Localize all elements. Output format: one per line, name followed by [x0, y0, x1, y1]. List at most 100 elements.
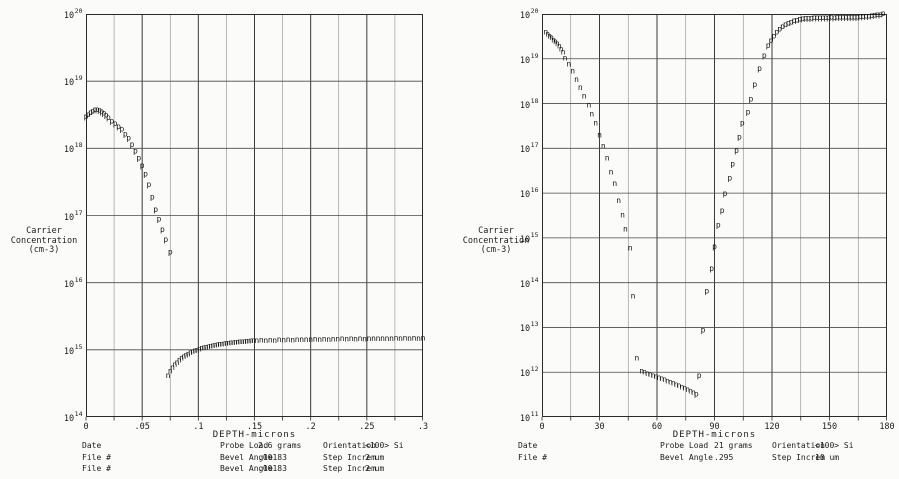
y-tick-label: 1018 [63, 141, 83, 156]
data-point: n [671, 379, 676, 388]
data-point: p [90, 106, 95, 115]
data-point: n [578, 83, 583, 92]
data-point: p [818, 13, 823, 22]
x-tick-label: 120 [764, 422, 780, 432]
data-point: n [326, 335, 331, 344]
y-tick-label: 1019 [63, 74, 83, 88]
data-point: n [376, 334, 381, 343]
y-axis-title-line: Concentration [462, 235, 530, 246]
footer-row-label: File # [82, 464, 111, 473]
footer-param-value: .00183 [258, 464, 287, 473]
x-axis-ticks [85, 417, 423, 421]
data-point: p [740, 119, 745, 128]
data-point: n [677, 381, 682, 390]
data-point: p [861, 12, 866, 21]
data-point: n [609, 168, 614, 177]
data-point: p [832, 13, 837, 22]
data-point: n [349, 334, 354, 343]
data-point: n [587, 101, 592, 110]
data-point: p [140, 161, 145, 170]
data-point: p [737, 133, 742, 142]
x-axis-title: DEPTH-microns [672, 430, 757, 440]
data-point: n [674, 380, 679, 389]
data-point: n [367, 334, 372, 343]
footer-param-label: Orientation [323, 441, 376, 450]
data-point: n [295, 335, 300, 344]
data-point: n [605, 154, 610, 163]
data-point: p [109, 116, 114, 125]
data-point: n [398, 334, 403, 343]
data-point: n [177, 356, 182, 365]
data-point: n [281, 336, 286, 345]
data-point: n [168, 366, 173, 375]
data-point: n [555, 39, 560, 48]
data-point: p [752, 80, 757, 89]
data-point: n [403, 334, 408, 343]
data-point: n [226, 338, 231, 347]
footer-row-label: Date [518, 441, 538, 450]
data-point: p [720, 206, 725, 215]
data-point: p [734, 146, 739, 155]
data-point: p [86, 110, 91, 119]
data-point: n [543, 28, 548, 37]
data-point: p [769, 36, 774, 45]
data-point: n [286, 335, 291, 344]
data-point: p [84, 112, 89, 121]
data-point: p [823, 13, 828, 22]
data-point: n [549, 33, 554, 42]
data-point: n [631, 292, 636, 301]
data-point: n [340, 334, 345, 343]
x-tick-label: 180 [879, 422, 895, 432]
data-point: n [645, 369, 650, 378]
data-point: n [313, 335, 318, 344]
data-point: n [668, 378, 673, 387]
x-tick-label: .25 [359, 422, 375, 432]
y-tick-label: 1014 [63, 410, 83, 424]
data-point: n [570, 67, 575, 76]
data-point: n [166, 371, 171, 380]
data-point: n [208, 341, 213, 350]
footer-param-value: .295 [714, 452, 734, 462]
data-point: n [240, 337, 245, 346]
data-point: n [662, 375, 667, 384]
data-point: p [133, 147, 138, 156]
y-axis-title-line: Carrier [478, 226, 514, 236]
data-point: n [224, 339, 229, 348]
data-point: p [849, 13, 854, 22]
data-point: n [217, 340, 222, 349]
y-tick-label: 1015 [63, 342, 83, 357]
data-point: n [412, 333, 417, 342]
data-point: n [389, 334, 394, 343]
x-tick-label: 60 [651, 422, 663, 432]
footer-row-label: File # [518, 452, 547, 462]
data-point: p [153, 205, 158, 214]
data-point: n [190, 347, 195, 356]
data-point: p [797, 15, 802, 24]
data-point: n [263, 336, 268, 345]
footer-param-label: Probe Load [220, 441, 269, 450]
footer-param-value: <100> Si [365, 441, 404, 450]
data-point: n [394, 334, 399, 343]
data-point: p [150, 193, 155, 202]
data-point: n [358, 334, 363, 343]
data-point: p [116, 122, 121, 131]
data-point: n [563, 54, 568, 63]
data-point: p [99, 107, 104, 116]
y-axis-title-line: Carrier [26, 226, 62, 236]
data-point: n [179, 354, 184, 363]
data-point: n [407, 334, 412, 343]
data-point: p [694, 390, 699, 399]
data-point: p [866, 11, 871, 20]
footer-param-value: 2 um [365, 464, 385, 473]
data-point: n [682, 384, 687, 393]
data-point: n [680, 382, 685, 391]
data-point: n [628, 244, 633, 253]
data-point: n [688, 386, 693, 395]
data-point: n [589, 110, 594, 119]
data-point: p [723, 189, 728, 198]
x-tick-label: 150 [821, 422, 838, 432]
x-tick-label: .05 [134, 422, 150, 432]
